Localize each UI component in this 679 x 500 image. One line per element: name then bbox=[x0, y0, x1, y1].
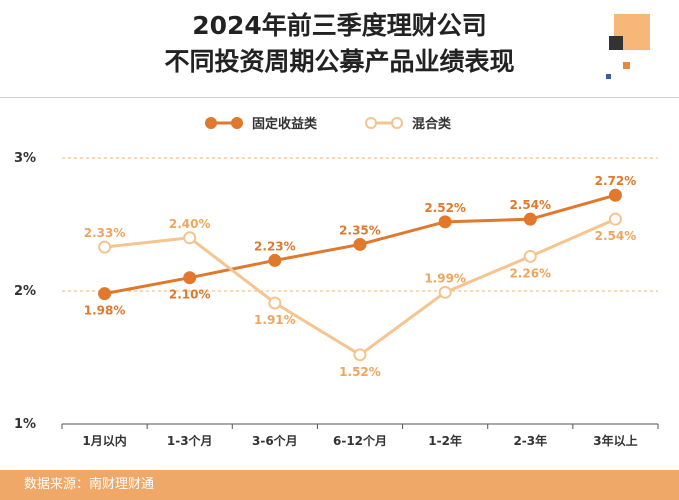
legend-label: 混合类 bbox=[412, 116, 452, 132]
data-label: 1.91% bbox=[254, 313, 296, 327]
mixed-point bbox=[183, 231, 197, 245]
data-label: 2.40% bbox=[169, 217, 211, 231]
x-tick-label: 3-6个月 bbox=[252, 433, 298, 448]
data-label: 2.72% bbox=[595, 174, 637, 188]
mixed-point bbox=[98, 240, 112, 254]
y-tick-label: 3% bbox=[14, 151, 36, 166]
data-label: 2.33% bbox=[84, 226, 126, 240]
decor-square-small-blue bbox=[606, 74, 611, 79]
decor-square-dark bbox=[609, 36, 623, 50]
fixed-income-point bbox=[98, 287, 112, 301]
legend-marker bbox=[365, 117, 377, 129]
mixed-point bbox=[353, 348, 367, 362]
fixed-income-point bbox=[183, 271, 197, 285]
source-text: 数据来源：南财理财通 bbox=[24, 477, 155, 492]
x-tick-label: 1-2年 bbox=[428, 433, 462, 448]
title-divider bbox=[0, 97, 679, 98]
fixed-income-point bbox=[268, 253, 282, 267]
data-label: 2.23% bbox=[254, 239, 296, 253]
chart-title: 2024年前三季度理财公司 不同投资周期公募产品业绩表现 bbox=[0, 8, 679, 80]
x-tick-label: 1-3个月 bbox=[167, 433, 213, 448]
data-label: 2.54% bbox=[509, 198, 551, 212]
data-label: 2.10% bbox=[169, 288, 211, 302]
legend-marker bbox=[231, 117, 243, 129]
mixed-point bbox=[268, 296, 282, 310]
legend-marker bbox=[205, 117, 217, 129]
mixed-point bbox=[608, 212, 622, 226]
x-tick-label: 2-3年 bbox=[513, 433, 547, 448]
x-tick-label: 3年以上 bbox=[593, 433, 637, 448]
y-tick-label: 2% bbox=[14, 284, 36, 299]
mixed-point bbox=[438, 285, 452, 299]
legend-marker bbox=[391, 117, 403, 129]
data-label: 1.52% bbox=[339, 365, 381, 379]
line-chart: 1% 2% 3% 1月以内 1-3个月 3-6个月 6-12个月 1-2年 2-3年 3年以上 固定… bbox=[14, 116, 659, 448]
data-label: 2.54% bbox=[595, 229, 637, 243]
data-label: 2.52% bbox=[424, 201, 466, 215]
data-label: 1.98% bbox=[84, 304, 126, 318]
decor-square-small-orange bbox=[623, 62, 630, 69]
data-label: 2.35% bbox=[339, 223, 381, 237]
data-label: 2.26% bbox=[509, 266, 551, 280]
legend-label: 固定收益类 bbox=[252, 116, 318, 132]
data-label: 1.99% bbox=[424, 271, 466, 285]
title-line-1: 2024年前三季度理财公司 bbox=[192, 11, 487, 40]
title-line-2: 不同投资周期公募产品业绩表现 bbox=[164, 47, 515, 76]
mixed-point bbox=[523, 249, 537, 263]
source-footer: 数据来源：南财理财通 bbox=[0, 470, 679, 500]
fixed-income-point bbox=[438, 215, 452, 229]
fixed-income-point bbox=[353, 237, 367, 251]
x-tick-label: 1月以内 bbox=[82, 433, 126, 448]
fixed-income-point bbox=[608, 188, 622, 202]
fixed-income-point bbox=[523, 212, 537, 226]
y-tick-label: 1% bbox=[14, 417, 36, 432]
x-tick-label: 6-12个月 bbox=[333, 433, 387, 448]
